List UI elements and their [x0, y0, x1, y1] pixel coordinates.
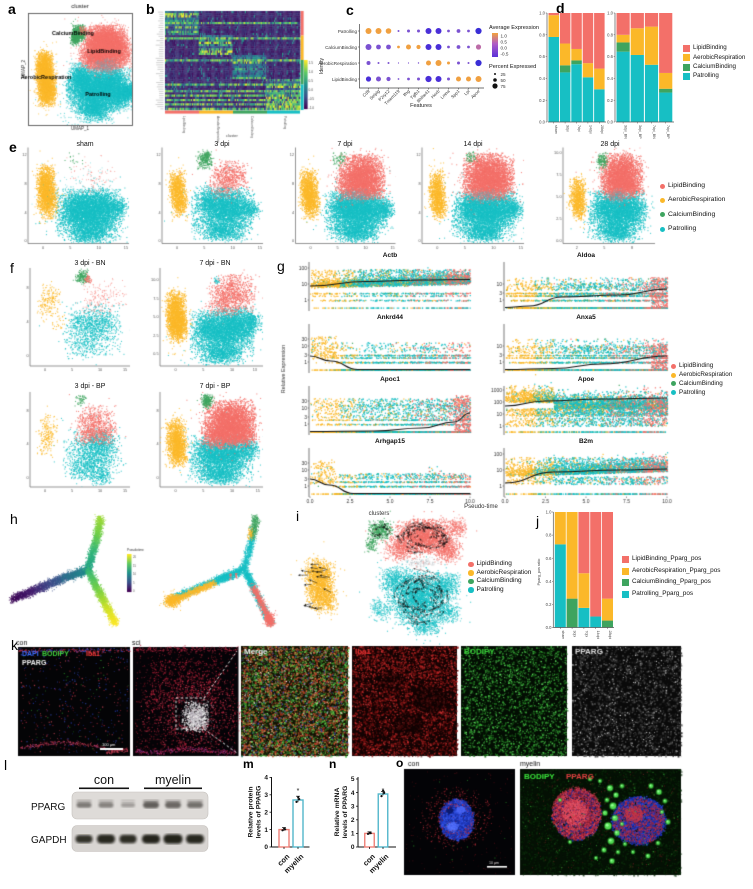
svg-text:Identity: Identity: [319, 57, 325, 74]
svg-text:sham: sham: [561, 631, 565, 640]
svg-text:0.0: 0.0: [539, 120, 545, 125]
svg-text:7dpi: 7dpi: [584, 631, 588, 638]
svg-text:-0.5: -0.5: [501, 52, 509, 57]
svg-text:Spp1: Spp1: [450, 88, 461, 99]
svg-text:myelin: myelin: [155, 773, 191, 787]
svg-text:Ifng: Ifng: [402, 88, 411, 97]
svg-text:GAPDH: GAPDH: [31, 835, 67, 846]
svg-text:2: 2: [264, 809, 268, 816]
svg-text:0.0: 0.0: [546, 625, 552, 630]
svg-text:Hexb: Hexb: [430, 88, 441, 99]
svg-text:Tgfb1: Tgfb1: [409, 88, 421, 100]
svg-text:levels of PPARG: levels of PPARG: [342, 786, 349, 839]
svg-text:Relative mRNA: Relative mRNA: [334, 788, 341, 837]
svg-text:1.0: 1.0: [607, 11, 613, 16]
svg-text:7dpi_BP: 7dpi_BP: [666, 125, 670, 139]
svg-text:0.4: 0.4: [546, 579, 552, 584]
svg-text:25: 25: [501, 72, 507, 77]
svg-text:50: 50: [501, 78, 507, 83]
svg-text:Average Expression: Average Expression: [489, 25, 539, 31]
svg-text:0.5: 0.5: [501, 40, 508, 45]
svg-text:1.0: 1.0: [501, 34, 508, 39]
svg-text:0.8: 0.8: [539, 32, 545, 37]
svg-text:2: 2: [351, 817, 355, 824]
svg-text:0.2: 0.2: [539, 98, 545, 103]
svg-text:Pparg_pos ratio: Pparg_pos ratio: [537, 559, 541, 586]
svg-text:3: 3: [351, 803, 355, 810]
svg-text:Lpl: Lpl: [463, 89, 471, 97]
svg-text:Percent Expressed: Percent Expressed: [489, 64, 536, 70]
svg-text:3: 3: [264, 792, 268, 799]
svg-text:0.4: 0.4: [607, 76, 613, 81]
svg-text:LipidBinding: LipidBinding: [332, 77, 357, 82]
svg-text:1.0: 1.0: [539, 11, 545, 16]
svg-text:Cd9: Cd9: [361, 88, 371, 98]
svg-text:Apoe: Apoe: [470, 88, 481, 99]
svg-text:4: 4: [264, 775, 268, 782]
svg-text:0.6: 0.6: [539, 54, 545, 59]
svg-text:7dpi: 7dpi: [577, 125, 581, 132]
svg-text:0.6: 0.6: [546, 556, 552, 561]
svg-text:Patrolling: Patrolling: [338, 29, 358, 34]
svg-text:PPARG: PPARG: [31, 802, 65, 813]
svg-text:3dpi_BP: 3dpi_BP: [638, 125, 642, 139]
svg-text:0.4: 0.4: [539, 76, 545, 81]
svg-text:0.2: 0.2: [546, 602, 552, 607]
svg-text:4: 4: [351, 790, 355, 797]
svg-text:0.0: 0.0: [501, 46, 508, 51]
svg-text:1: 1: [264, 827, 268, 834]
svg-text:*: *: [297, 788, 300, 795]
svg-text:0: 0: [351, 844, 355, 851]
svg-text:28dpi: 28dpi: [600, 125, 604, 134]
svg-text:sham: sham: [554, 125, 558, 134]
svg-text:0.0: 0.0: [607, 120, 613, 125]
svg-text:0.8: 0.8: [607, 32, 613, 37]
svg-text:con: con: [94, 773, 114, 787]
svg-text:75: 75: [501, 84, 507, 89]
svg-text:5: 5: [351, 776, 355, 783]
svg-text:1: 1: [351, 831, 355, 838]
svg-text:3dpi: 3dpi: [573, 631, 577, 638]
svg-text:*: *: [382, 788, 385, 795]
svg-text:levels of PPARG: levels of PPARG: [256, 786, 263, 839]
svg-text:3dpi_BN: 3dpi_BN: [624, 125, 628, 139]
svg-text:3dpi: 3dpi: [566, 125, 570, 132]
svg-text:AerobicRespiration: AerobicRespiration: [318, 61, 357, 66]
svg-text:0.8: 0.8: [546, 533, 552, 538]
svg-text:7dpi_BN: 7dpi_BN: [652, 125, 656, 139]
svg-text:0.6: 0.6: [607, 54, 613, 59]
svg-text:0: 0: [264, 844, 268, 851]
svg-text:CalciumBinding: CalciumBinding: [325, 45, 357, 50]
svg-text:Lmna: Lmna: [439, 88, 451, 100]
svg-text:Relative protein: Relative protein: [248, 787, 255, 838]
svg-text:28dpi: 28dpi: [608, 631, 612, 640]
svg-text:14dpi: 14dpi: [588, 125, 592, 134]
svg-text:Features: Features: [410, 103, 432, 109]
svg-text:1.0: 1.0: [546, 510, 552, 515]
svg-text:14dpi: 14dpi: [596, 631, 600, 640]
svg-text:0.2: 0.2: [607, 98, 613, 103]
